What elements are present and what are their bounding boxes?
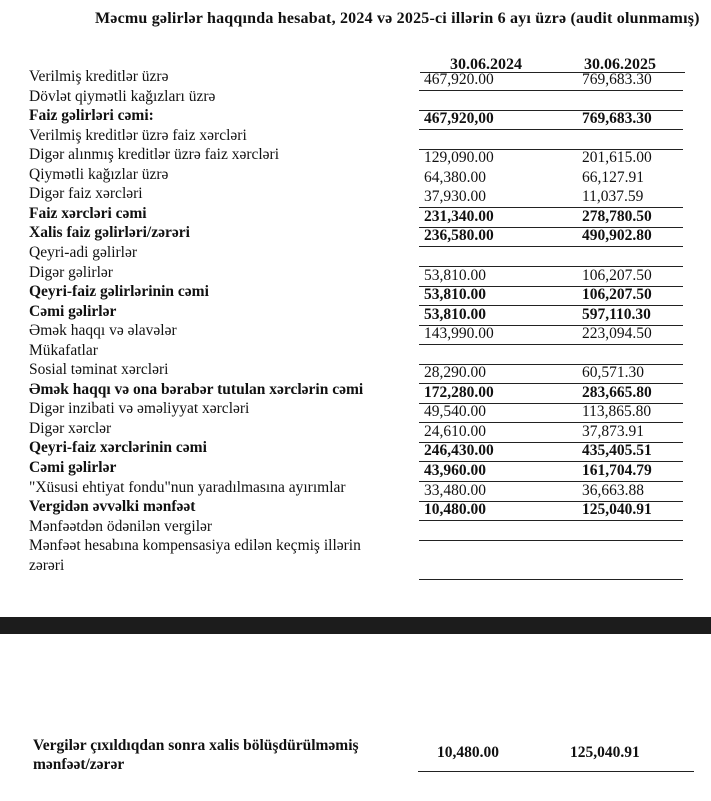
- row-underline: [419, 324, 683, 326]
- row-label: Digər faiz xərcləri: [29, 185, 143, 203]
- column-header-2025: 30.06.2025: [584, 56, 656, 73]
- value-2024: 64,380.00: [424, 168, 486, 186]
- row-label: Verilmiş kreditlər üzrə: [29, 68, 169, 85]
- value-2025: 125,040.91: [582, 501, 652, 519]
- row-underline: [419, 265, 683, 267]
- row-label: Əmək haqqı və əlavələr: [29, 322, 177, 340]
- net-profit-2025: 125,040.91: [570, 744, 640, 761]
- row-underline: [419, 441, 683, 443]
- row-underline: [419, 344, 683, 346]
- value-2025: 66,127.91: [582, 168, 644, 186]
- value-2025: 106,207.50: [582, 286, 652, 304]
- value-2025: 11,037.59: [582, 188, 644, 206]
- value-2025: 37,873.91: [582, 422, 644, 440]
- value-2024: 129,090.00: [424, 149, 494, 167]
- net-profit-2024: 10,480.00: [437, 744, 499, 761]
- value-2024: 53,810.00: [424, 266, 486, 284]
- row-label: Mənfəət hesabına kompensasiya edilən keç…: [29, 537, 361, 555]
- row-label: "Xüsusi ehtiyat fondu"nun yaradılmasına …: [29, 478, 346, 496]
- row-underline: [419, 520, 683, 522]
- row-label: Dövlət qiymətli kağızları üzrə: [29, 87, 216, 105]
- row-underline: [419, 148, 683, 150]
- row-underline: [419, 363, 683, 365]
- value-2024: 43,960.00: [424, 462, 486, 479]
- value-2024: 231,340.00: [424, 207, 494, 225]
- row-label: Mükafatlar: [29, 341, 98, 359]
- value-2025: 769,683.30: [582, 110, 652, 128]
- row-underline: [419, 500, 683, 502]
- value-2025: 161,704.79: [582, 462, 652, 479]
- row-underline: [419, 481, 683, 482]
- value-2024: 24,610.00: [424, 422, 486, 440]
- row-label: Mənfəətdən ödənilən vergilər: [29, 517, 213, 535]
- value-2025: 223,094.50: [582, 325, 652, 343]
- value-2024: 467,920.00: [424, 71, 494, 88]
- value-2024: 236,580.00: [424, 227, 494, 245]
- row-underline: [419, 90, 683, 91]
- net-profit-underline: [418, 771, 694, 772]
- row-label: Faiz xərcləri cəmi: [29, 204, 147, 222]
- value-2025: 490,902.80: [582, 227, 652, 245]
- value-2024: 33,480.00: [424, 481, 486, 499]
- row-underline: [419, 402, 683, 404]
- value-2025: 36,663.88: [582, 481, 644, 499]
- row-underline: [419, 383, 683, 385]
- row-label: Digər xərclər: [29, 419, 112, 437]
- value-2025: 106,207.50: [582, 266, 652, 284]
- row-underline: [419, 422, 683, 424]
- row-underline: [419, 539, 683, 541]
- row-label: Sosial təminat xərcləri: [29, 361, 169, 379]
- row-label: Digər gəlirlər: [29, 263, 113, 281]
- value-2024: 53,810.00: [424, 305, 486, 323]
- row-label: Faiz gəlirləri cəmi:: [29, 107, 154, 125]
- row-underline: [419, 207, 683, 209]
- value-2024: 49,540.00: [424, 403, 486, 421]
- row-underline: [419, 226, 683, 228]
- header-divider: [420, 72, 685, 73]
- value-2024: 37,930.00: [424, 188, 486, 206]
- value-2025: 769,683.30: [582, 71, 652, 88]
- value-2024: 246,430.00: [424, 442, 494, 460]
- row-underline: [419, 109, 683, 111]
- value-2024: 28,290.00: [424, 364, 486, 382]
- row-underline: [419, 246, 683, 248]
- value-2025: 60,571.30: [582, 364, 644, 382]
- row-label: Verilmiş kreditlər üzrə faiz xərcləri: [29, 126, 247, 144]
- value-2025: 278,780.50: [582, 207, 652, 225]
- row-underline: [419, 285, 683, 287]
- row-label: Digər alınmış kreditlər üzrə faiz xərclə…: [29, 146, 280, 164]
- row-underline: [419, 578, 683, 580]
- value-2025: 435,405.51: [582, 442, 652, 460]
- value-2024: 467,920,00: [424, 110, 494, 128]
- row-label: Cəmi gəlirlər: [29, 459, 117, 476]
- page-separator: [0, 617, 711, 634]
- value-2025: 597,110.30: [582, 305, 651, 323]
- value-2025: 283,665.80: [582, 383, 652, 401]
- value-2024: 143,990.00: [424, 325, 494, 343]
- row-label: Qeyri-faiz gəlirlərinin cəmi: [29, 283, 209, 301]
- row-underline: [419, 305, 683, 307]
- value-2025: 201,615.00: [582, 149, 652, 167]
- column-header-2024: 30.06.2024: [450, 56, 522, 73]
- net-profit-label: Vergilər çıxıldıqdan sonra xalis bölüşdü…: [33, 737, 359, 773]
- report-title: Məcmu gəlirlər haqqında hesabat, 2024 və…: [95, 10, 700, 27]
- row-label: Xalis faiz gəlirləri/zərəri: [29, 224, 190, 242]
- row-label: Vergidən əvvəlki mənfəət: [29, 498, 196, 516]
- row-underline: [419, 461, 683, 463]
- value-2025: 113,865.80: [582, 403, 652, 421]
- row-underline: [419, 129, 683, 131]
- row-label: Cəmi gəlirlər: [29, 302, 117, 320]
- row-label: zərəri: [29, 556, 65, 574]
- row-label: Digər inzibati və əməliyyat xərcləri: [29, 400, 250, 418]
- value-2024: 172,280.00: [424, 383, 494, 401]
- value-2024: 53,810.00: [424, 286, 486, 304]
- value-2024: 10,480.00: [424, 501, 486, 519]
- row-label: Qeyri-adi gəlirlər: [29, 243, 138, 261]
- row-label: Qiymətli kağızlar üzrə: [29, 165, 169, 183]
- row-label: Qeyri-faiz xərclərinin cəmi: [29, 439, 207, 457]
- row-label: Əmək haqqı və ona bərabər tutulan xərclə…: [29, 380, 364, 398]
